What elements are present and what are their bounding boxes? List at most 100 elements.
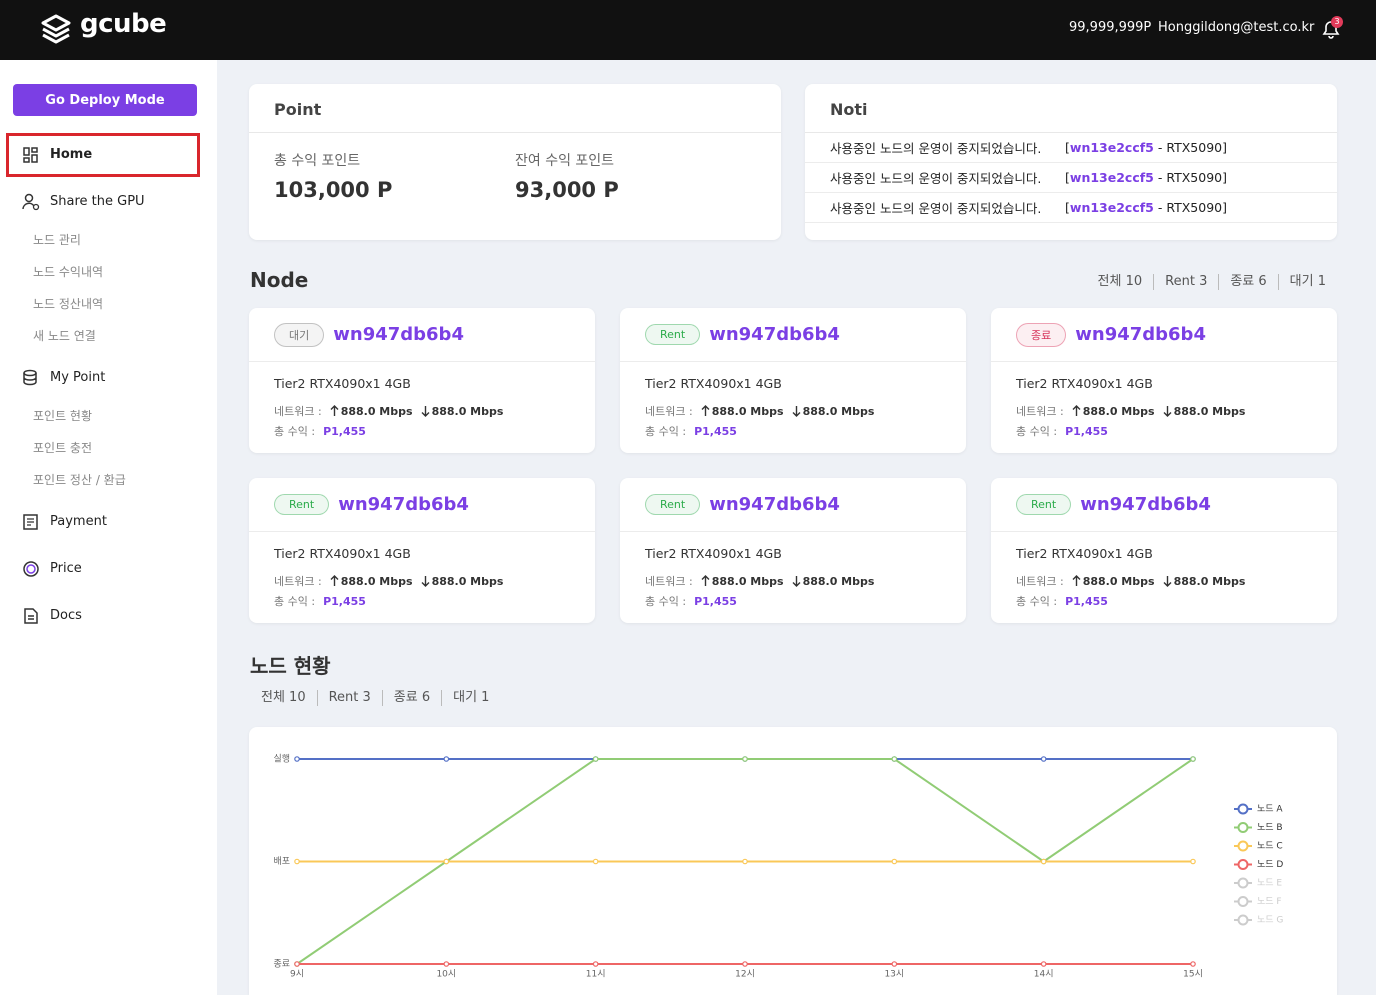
legend-label[interactable]: 노드 G xyxy=(1257,915,1283,926)
deploy-button[interactable]: Go Deploy Mode xyxy=(13,84,197,116)
status-badge: 대기 xyxy=(274,322,325,347)
sidebar xyxy=(0,60,217,995)
filter[interactable]: 전체 10 xyxy=(1097,274,1143,289)
revenue-label: 총 수익 : xyxy=(1016,425,1058,438)
data-point xyxy=(443,961,450,967)
filter[interactable]: Rent 3 xyxy=(316,690,382,706)
node-card[interactable]: Rent wn947db6b4 Tier2 RTX4090x1 4GB 네트워크 : 8… xyxy=(249,478,595,623)
node-id: wn947db6b4 xyxy=(1080,494,1211,515)
legend-label[interactable]: 노드 B xyxy=(1257,822,1283,833)
noti-detail: - RTX5090] xyxy=(1153,200,1227,215)
legend-marker xyxy=(1237,896,1249,907)
node-card[interactable]: Rent wn947db6b4 Tier2 RTX4090x1 4GB 네트워크 : 8… xyxy=(620,308,966,453)
data-point xyxy=(1190,961,1196,967)
submenu-item[interactable]: 노드 관리 xyxy=(33,232,81,247)
point-label: 잔여 수익 포인트 xyxy=(515,153,615,169)
node-card-body: Tier2 RTX4090x1 4GB 네트워크 : 888.0 Mbps 888.0… xyxy=(991,362,1337,441)
revenue-value: P1,455 xyxy=(323,424,366,438)
download-speed: 888.0 Mbps xyxy=(802,574,875,588)
menu-item[interactable]: Price xyxy=(0,545,217,592)
data-point xyxy=(294,756,300,762)
download-speed: 888.0 Mbps xyxy=(431,404,504,418)
node-card[interactable]: Rent wn947db6b4 Tier2 RTX4090x1 4GB 네트워크 : 8… xyxy=(991,478,1337,623)
upload-speed: 888.0 Mbps xyxy=(1082,574,1155,588)
download-speed: 888.0 Mbps xyxy=(431,574,504,588)
legend-marker xyxy=(1237,840,1249,852)
node-id: wn947db6b4 xyxy=(338,494,469,515)
highlight-box xyxy=(6,133,200,177)
logo-text[interactable]: gcube xyxy=(80,9,167,39)
node-spec: Tier2 RTX4090x1 4GB xyxy=(645,376,782,391)
filter[interactable]: 대기 1 xyxy=(441,690,500,706)
status-badge: Rent xyxy=(645,324,701,345)
menu-icon xyxy=(24,607,38,624)
node-card-header: Rent wn947db6b4 xyxy=(991,478,1337,532)
menu-label: Payment xyxy=(50,514,107,529)
arrow-icon xyxy=(421,406,430,417)
submenu-item[interactable]: 노드 수익내역 xyxy=(33,264,104,279)
node-card-body: Tier2 RTX4090x1 4GB 네트워크 : 888.0 Mbps 888.0… xyxy=(991,532,1337,611)
data-point xyxy=(592,858,599,865)
node-card-header: 종료 wn947db6b4 xyxy=(991,308,1337,362)
noti-message: 사용중인 노드의 운영이 중지되었습니다. xyxy=(830,171,1042,186)
filter[interactable]: 종료 6 xyxy=(1218,274,1277,290)
node-id: wn947db6b4 xyxy=(709,324,840,345)
menu-item[interactable]: My Point xyxy=(0,354,217,401)
logo-icon xyxy=(41,14,71,44)
legend-label[interactable]: 노드 D xyxy=(1257,859,1283,870)
card-title: Noti xyxy=(805,84,1337,133)
menu-item[interactable]: Docs xyxy=(0,592,217,639)
node-card[interactable]: 종료 wn947db6b4 Tier2 RTX4090x1 4GB 네트워크 : 888… xyxy=(991,308,1337,453)
legend-label[interactable]: 노드 E xyxy=(1257,878,1282,889)
revenue-value: P1,455 xyxy=(694,594,737,608)
status-badge: Rent xyxy=(274,494,330,515)
revenue-value: P1,455 xyxy=(1065,424,1108,438)
menu-item[interactable]: Home xyxy=(0,131,217,178)
arrow-icon xyxy=(701,405,710,416)
upload-speed: 888.0 Mbps xyxy=(711,404,784,418)
submenu-item[interactable]: 포인트 정산 / 환급 xyxy=(33,472,126,487)
menu-label: Price xyxy=(50,561,82,576)
node-card[interactable]: Rent wn947db6b4 Tier2 RTX4090x1 4GB 네트워크 : 8… xyxy=(620,478,966,623)
revenue-value: P1,455 xyxy=(1065,594,1108,608)
data-point xyxy=(592,961,599,967)
menu-item[interactable]: Share the GPU xyxy=(0,178,217,225)
menu-icon xyxy=(23,513,38,530)
data-point xyxy=(1190,756,1196,762)
submenu-item[interactable]: 새 노드 연결 xyxy=(33,328,96,343)
arrow-icon xyxy=(330,575,339,586)
legend-label[interactable]: 노드 C xyxy=(1257,841,1283,852)
legend-label[interactable]: 노드 A xyxy=(1257,804,1283,815)
arrow-icon xyxy=(1163,406,1172,417)
noti-row[interactable]: 사용중인 노드의 운영이 중지되었습니다. [wn13e2ccf5 - RTX50… xyxy=(805,133,1337,163)
network-row: 네트워크 : 888.0 Mbps 888.0 Mbps xyxy=(645,401,966,421)
revenue-row: 총 수익 : P1,455 xyxy=(274,591,595,611)
noti-row[interactable]: 사용중인 노드의 운영이 중지되었습니다. [wn13e2ccf5 - RTX50… xyxy=(805,163,1337,193)
menu-item[interactable]: Payment xyxy=(0,498,217,545)
download-speed: 888.0 Mbps xyxy=(802,404,875,418)
filter[interactable]: 전체 10 xyxy=(261,690,306,705)
submenu-item[interactable]: 포인트 현황 xyxy=(33,408,93,423)
node-card-body: Tier2 RTX4090x1 4GB 네트워크 : 888.0 Mbps 888.0… xyxy=(249,362,595,441)
noti-row[interactable]: 사용중인 노드의 운영이 중지되었습니다. [wn13e2ccf5 - RTX50… xyxy=(805,193,1337,223)
filter[interactable]: 대기 1 xyxy=(1277,274,1337,290)
noti-bracket: [ xyxy=(1065,170,1070,185)
chart-card: 종료 배포 실행 9시 10시 11시 12시 13시 14시 15시 노드 A 노드 B 노드 C 노드… xyxy=(249,727,1337,995)
filter[interactable]: Rent 3 xyxy=(1153,274,1218,290)
arrow-icon xyxy=(792,406,801,417)
menu-label: My Point xyxy=(50,370,106,385)
revenue-label: 총 수익 : xyxy=(645,595,687,608)
user-email[interactable]: Honggildong@test.co.kr xyxy=(1158,20,1315,35)
node-card[interactable]: 대기 wn947db6b4 Tier2 RTX4090x1 4GB 네트워크 : 888… xyxy=(249,308,595,453)
section-title: 노드 현황 xyxy=(250,654,331,678)
points: 99,999,999P xyxy=(1069,20,1152,35)
legend-label[interactable]: 노드 F xyxy=(1257,896,1282,907)
node-card-body: Tier2 RTX4090x1 4GB 네트워크 : 888.0 Mbps 888.0… xyxy=(249,532,595,611)
data-point xyxy=(1040,756,1047,762)
submenu-item[interactable]: 노드 정산내역 xyxy=(33,296,104,311)
upload-speed: 888.0 Mbps xyxy=(1082,404,1155,418)
filter[interactable]: 종료 6 xyxy=(381,690,441,706)
submenu-item[interactable]: 포인트 충전 xyxy=(33,440,93,455)
node-id: wn947db6b4 xyxy=(333,324,464,345)
